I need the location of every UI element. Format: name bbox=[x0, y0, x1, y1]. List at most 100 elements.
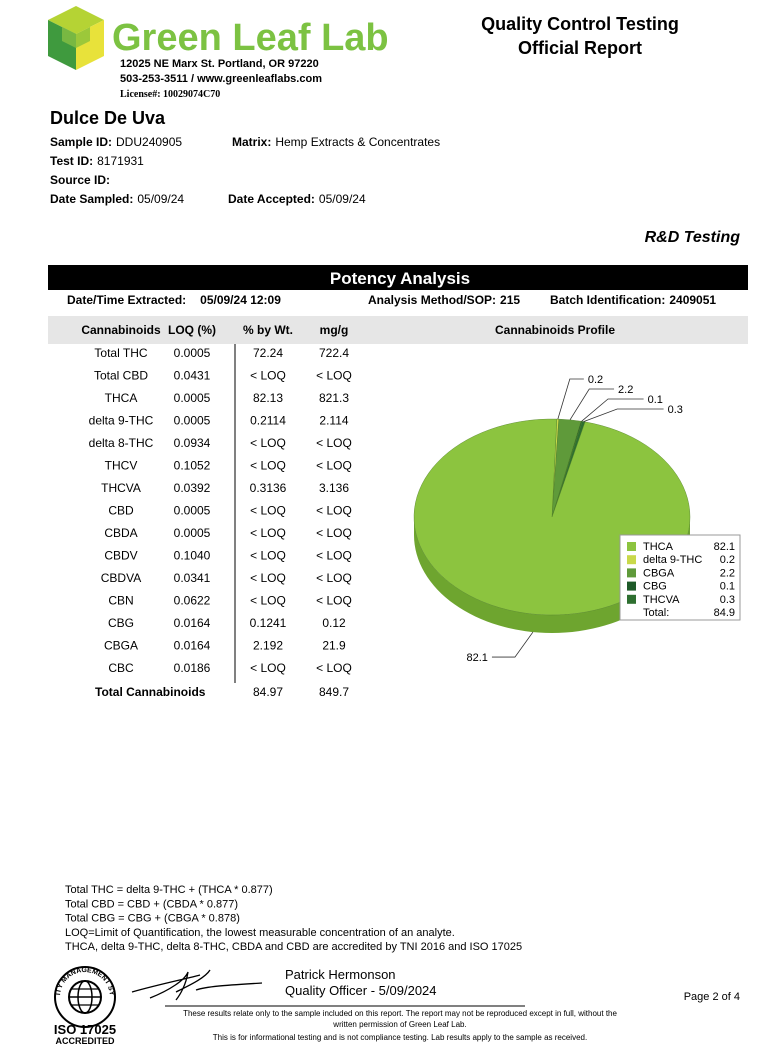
disclaimer: This is for informational testing and is… bbox=[213, 1033, 587, 1042]
cell: 0.2114 bbox=[250, 414, 286, 428]
cell: < LOQ bbox=[316, 526, 352, 540]
legend-swatch bbox=[627, 581, 636, 591]
data-label: 0.3 bbox=[668, 404, 683, 416]
cell: 0.3136 bbox=[250, 481, 287, 495]
cell: < LOQ bbox=[250, 526, 286, 540]
data-label: 82.1 bbox=[467, 652, 488, 664]
leader-line bbox=[491, 631, 534, 658]
logo bbox=[48, 6, 104, 70]
cell: < LOQ bbox=[250, 504, 286, 518]
disclaimer: written permission of Green Leaf Lab. bbox=[332, 1020, 466, 1029]
cell: < LOQ bbox=[316, 549, 352, 563]
leader-line bbox=[581, 398, 644, 422]
analyte-name: CBDVA bbox=[101, 571, 141, 585]
data-label: 2.2 bbox=[618, 384, 633, 396]
cell: < LOQ bbox=[316, 571, 352, 585]
sample-field: Date Accepted: 05/09/24 bbox=[228, 192, 366, 206]
cell: < LOQ bbox=[250, 369, 286, 383]
note: Total CBG = CBG + (CBGA * 0.878) bbox=[65, 913, 240, 925]
cell: < LOQ bbox=[250, 594, 286, 608]
cell: 3.136 bbox=[319, 481, 349, 495]
cell: < LOQ bbox=[250, 549, 286, 563]
legend-label: THCA bbox=[643, 541, 674, 553]
cell: 0.1241 bbox=[250, 616, 287, 630]
section-title: Potency Analysis bbox=[330, 269, 470, 288]
legend-value: 2.2 bbox=[720, 567, 735, 579]
meta-field: Batch Identification: 2409051 bbox=[550, 293, 716, 307]
analyte-name: CBC bbox=[108, 661, 134, 675]
cell: 0.12 bbox=[322, 616, 346, 630]
total-cell: 84.97 bbox=[253, 685, 283, 699]
legend-box bbox=[619, 534, 741, 621]
leader-line bbox=[569, 388, 615, 421]
analyte-name: THCVA bbox=[101, 481, 141, 495]
legend-swatch bbox=[627, 568, 636, 578]
cell: 821.3 bbox=[319, 391, 349, 405]
cell: 0.0164 bbox=[174, 616, 211, 630]
chart-title: Cannabinoids Profile bbox=[495, 323, 615, 337]
note: LOQ=Limit of Quantification, the lowest … bbox=[65, 927, 455, 939]
page-number: Page 2 of 4 bbox=[684, 991, 740, 1003]
cell: 0.0164 bbox=[174, 639, 211, 653]
iso-seal bbox=[54, 966, 116, 1028]
cell: 82.13 bbox=[253, 391, 283, 405]
legend-swatch bbox=[627, 542, 636, 551]
cell: 0.0392 bbox=[174, 481, 211, 495]
analyte-name: CBN bbox=[108, 594, 133, 608]
cell: 0.0005 bbox=[174, 526, 211, 540]
column-header: % by Wt. bbox=[243, 323, 293, 337]
signature bbox=[131, 969, 263, 1001]
cell: < LOQ bbox=[316, 369, 352, 383]
total-cell: 849.7 bbox=[319, 685, 349, 699]
analyte-name: CBD bbox=[108, 504, 134, 518]
legend-swatch bbox=[627, 555, 636, 565]
column-header: Cannabinoids bbox=[81, 323, 161, 337]
sample-name: Dulce De Uva bbox=[50, 108, 166, 128]
notes: Total THC = delta 9-THC + (THCA * 0.877)… bbox=[65, 884, 522, 953]
analyte-name: delta 9-THC bbox=[89, 414, 154, 428]
sample-field: Sample ID: DDU240905 bbox=[50, 135, 182, 149]
cell: < LOQ bbox=[250, 459, 286, 473]
note: Total CBD = CBD + (CBDA * 0.877) bbox=[65, 898, 238, 910]
cell: 0.0622 bbox=[174, 594, 211, 608]
cell: 0.0005 bbox=[174, 346, 211, 360]
analyte-name: CBDV bbox=[104, 549, 137, 563]
cell: 0.0341 bbox=[174, 571, 211, 585]
analyte-name: CBG bbox=[108, 616, 134, 630]
signer-name: Patrick Hermonson bbox=[285, 967, 396, 982]
lab-address: 12025 NE Marx St. Portland, OR 97220 bbox=[120, 58, 319, 70]
section-bar bbox=[48, 265, 748, 290]
cell: 0.0934 bbox=[174, 436, 211, 450]
data-label: 0.1 bbox=[648, 394, 663, 406]
column-header: mg/g bbox=[320, 323, 349, 337]
legend-value: 0.1 bbox=[720, 581, 735, 593]
analyte-name: delta 8-THC bbox=[89, 436, 154, 450]
cell: < LOQ bbox=[316, 459, 352, 473]
report-title: Quality Control Testing bbox=[481, 14, 679, 34]
lab-contact: 503-253-3511 / www.greenleaflabs.com bbox=[120, 73, 322, 85]
legend-value: 0.3 bbox=[720, 594, 735, 606]
cell: 0.1040 bbox=[174, 549, 211, 563]
legend-label: CBGA bbox=[643, 567, 675, 579]
data-label: 0.2 bbox=[588, 374, 603, 386]
cell: 0.0186 bbox=[174, 661, 211, 675]
analyte-name: THCV bbox=[105, 459, 138, 473]
leader-line bbox=[557, 378, 584, 420]
cell: < LOQ bbox=[316, 436, 352, 450]
legend-total-label: Total: bbox=[643, 607, 669, 619]
cell: 0.0005 bbox=[174, 414, 211, 428]
cell: 0.0005 bbox=[174, 391, 211, 405]
signer-title: Quality Officer - 5/09/2024 bbox=[285, 983, 437, 998]
sample-field: Matrix: Hemp Extracts & Concentrates bbox=[232, 135, 440, 149]
leader-line bbox=[583, 408, 664, 422]
meta-field: Date/Time Extracted: 05/09/24 12:09 bbox=[67, 293, 281, 307]
cell: 0.0005 bbox=[174, 504, 211, 518]
cell: < LOQ bbox=[250, 661, 286, 675]
cell: 21.9 bbox=[322, 639, 346, 653]
legend-label: THCVA bbox=[643, 594, 680, 606]
cell: 0.0431 bbox=[174, 369, 211, 383]
legend-value: 82.1 bbox=[714, 541, 735, 553]
cell: < LOQ bbox=[250, 571, 286, 585]
column-header: LOQ (%) bbox=[168, 323, 216, 337]
